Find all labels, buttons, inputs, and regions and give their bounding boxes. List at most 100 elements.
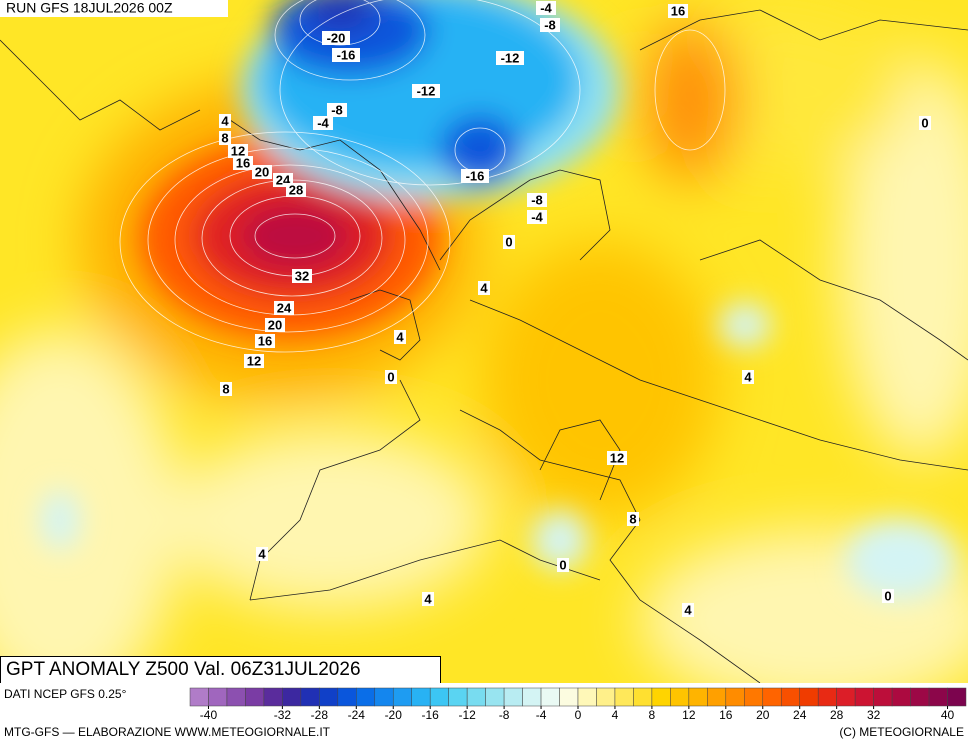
- coastlines: [0, 9, 968, 683]
- contour-label-bg: [385, 370, 397, 384]
- colorbar-tick-label: -12: [458, 708, 476, 722]
- contour-label: 16: [258, 333, 272, 348]
- colorbar-swatch: [670, 687, 690, 707]
- contour-label-bg: [255, 334, 275, 348]
- contour-label: -8: [331, 102, 343, 117]
- data-source: DATI NCEP GFS 0.25°: [4, 687, 127, 701]
- contour-label: -16: [337, 47, 356, 62]
- contour-label-bg: [256, 547, 268, 561]
- contour-label-bg: [286, 183, 306, 197]
- contour-label-bg: [219, 131, 231, 145]
- colorbar-tick-label: -16: [422, 708, 440, 722]
- colorbar-swatch: [374, 687, 394, 707]
- contour-label: 16: [671, 3, 685, 18]
- colorbar-swatch: [707, 687, 727, 707]
- contour-label: -20: [327, 30, 346, 45]
- contour-label-bg: [527, 193, 547, 207]
- contour-label-bg: [557, 558, 569, 572]
- colorbar-swatch: [744, 687, 764, 707]
- contour-label-bg: [627, 512, 639, 526]
- colorbar-tick-label: -4: [536, 708, 547, 722]
- contour-label-bg: [313, 116, 333, 130]
- contour-label-bg: [252, 165, 272, 179]
- colorbar-swatch: [540, 687, 560, 707]
- contour-label-bg: [219, 114, 231, 128]
- contour-label: 8: [222, 381, 229, 396]
- contour-label: 4: [396, 329, 404, 344]
- colorbar-swatch: [503, 687, 523, 707]
- colorbar-tick-label: -24: [348, 708, 366, 722]
- colorbar-swatch: [263, 687, 283, 707]
- colorbar-swatch: [688, 687, 708, 707]
- contour-label: 8: [629, 511, 636, 526]
- contour-label-bg: [919, 116, 931, 130]
- contour-label: 28: [289, 182, 303, 197]
- contour-label: -16: [466, 168, 485, 183]
- colorbar-swatch: [762, 687, 782, 707]
- colorbar-swatch: [245, 687, 265, 707]
- contour-label: -12: [417, 83, 436, 98]
- contour-label: 12: [247, 353, 261, 368]
- contour-label: 4: [221, 113, 229, 128]
- title-box: [0, 656, 441, 684]
- contour-label: 20: [268, 317, 282, 332]
- contour-label-bg: [527, 210, 547, 224]
- contour-label: 0: [921, 115, 928, 130]
- contour-label-bg: [461, 169, 489, 183]
- colorbar-tick-label: 32: [867, 708, 881, 722]
- contour-label: 4: [480, 280, 488, 295]
- contour-label-bg: [394, 330, 406, 344]
- contour-label: 4: [258, 546, 266, 561]
- contour-label-bg: [540, 18, 560, 32]
- map-title: GPT ANOMALY Z500 Val. 06Z31JUL2026: [6, 659, 361, 680]
- colorbar-tick-label: 16: [719, 708, 733, 722]
- contour-label: 20: [255, 164, 269, 179]
- contour-label: -8: [544, 17, 556, 32]
- contour-label-bg: [503, 235, 515, 249]
- colorbar-swatch: [651, 687, 671, 707]
- colorbar-swatch: [947, 687, 967, 707]
- colorbar-swatch: [282, 687, 302, 707]
- colorbar-tick-label: 8: [649, 708, 656, 722]
- colorbar-tick-label: -32: [274, 708, 292, 722]
- contour-label-bg: [478, 281, 490, 295]
- contour-label: 0: [387, 369, 394, 384]
- colorbar-tick-label: -28: [311, 708, 329, 722]
- colorbar-swatch: [817, 687, 837, 707]
- colorbar-swatch: [392, 687, 412, 707]
- contour-label: 4: [424, 591, 432, 606]
- colorbar-swatch: [799, 687, 819, 707]
- contour-label-bg: [422, 592, 434, 606]
- contour-label-bg: [220, 382, 232, 396]
- contour-label-bg: [292, 269, 312, 283]
- colorbar-swatch: [429, 687, 449, 707]
- colorbar-swatch: [854, 687, 874, 707]
- contour-label: -8: [531, 192, 543, 207]
- contour-label-bg: [274, 301, 294, 315]
- contour-label-bg: [332, 48, 360, 62]
- contour-label-bg: [265, 318, 285, 332]
- contour-label: 12: [610, 450, 624, 465]
- contour-label: 0: [505, 234, 512, 249]
- contour-label: 8: [221, 130, 228, 145]
- colorbar-swatch: [559, 687, 579, 707]
- contour-label: 4: [684, 602, 692, 617]
- contour-label: 12: [231, 143, 245, 158]
- colorbar-swatch: [633, 687, 653, 707]
- colorbar-tick-label: -8: [499, 708, 510, 722]
- contour-label: 16: [236, 155, 250, 170]
- contour-label: 24: [277, 300, 292, 315]
- colorbar-swatch: [596, 687, 616, 707]
- colorbar-swatch: [226, 687, 246, 707]
- run-info: RUN GFS 18JUL2026 00Z: [6, 0, 173, 16]
- colorbar-tick-label: -40: [200, 708, 218, 722]
- colorbar-tick-label: 40: [941, 708, 955, 722]
- header-box: [0, 0, 228, 17]
- contour-label-bg: [322, 31, 350, 45]
- colorbar-swatch: [522, 687, 542, 707]
- colorbar-tick-label: 0: [575, 708, 582, 722]
- colorbar-swatch: [300, 687, 320, 707]
- contour-label-bg: [607, 451, 627, 465]
- colorbar-swatch: [836, 687, 856, 707]
